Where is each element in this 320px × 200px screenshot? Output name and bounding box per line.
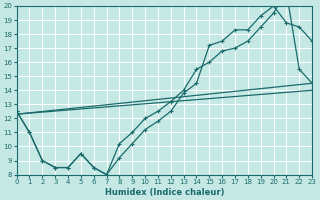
X-axis label: Humidex (Indice chaleur): Humidex (Indice chaleur) xyxy=(105,188,224,197)
